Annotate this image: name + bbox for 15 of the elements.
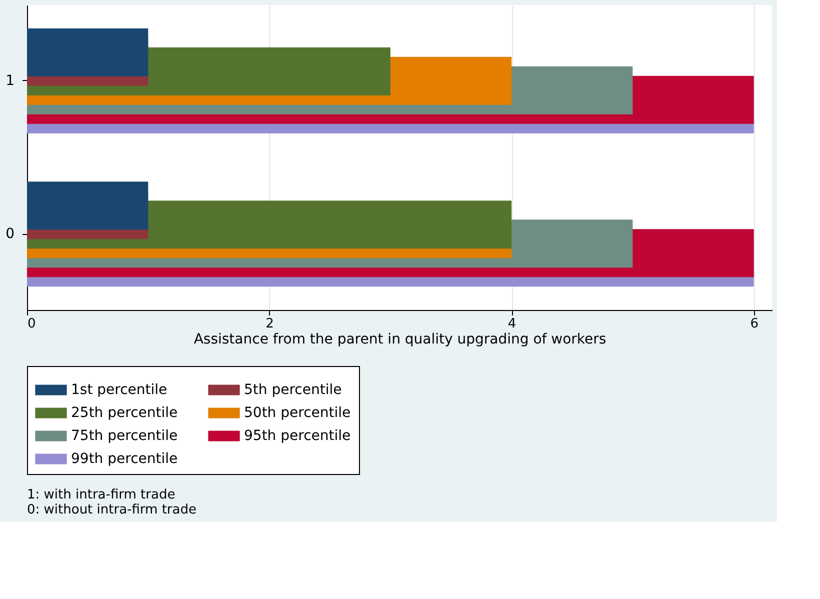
x-tick-label: 4: [508, 316, 516, 332]
legend-label: 75th percentile: [71, 428, 178, 444]
legend-label: 1st percentile: [71, 382, 168, 398]
x-tick-label: 2: [266, 316, 274, 332]
x-tick-label: 0: [28, 316, 36, 332]
legend-label: 95th percentile: [244, 428, 351, 444]
legend-label: 50th percentile: [244, 405, 351, 421]
x-axis-title: Assistance from the parent in quality upgrading of workers: [194, 332, 606, 348]
text: 0: without intra-firm trade: [27, 502, 196, 518]
legend-label: 99th percentile: [71, 451, 178, 467]
y-tick-label: 1: [6, 72, 14, 89]
text: 1: with intra-firm trade: [27, 488, 176, 502]
legend-label: 25th percentile: [71, 405, 178, 421]
x-tick-label: 6: [750, 316, 758, 332]
legend-label: 5th percentile: [244, 382, 342, 398]
